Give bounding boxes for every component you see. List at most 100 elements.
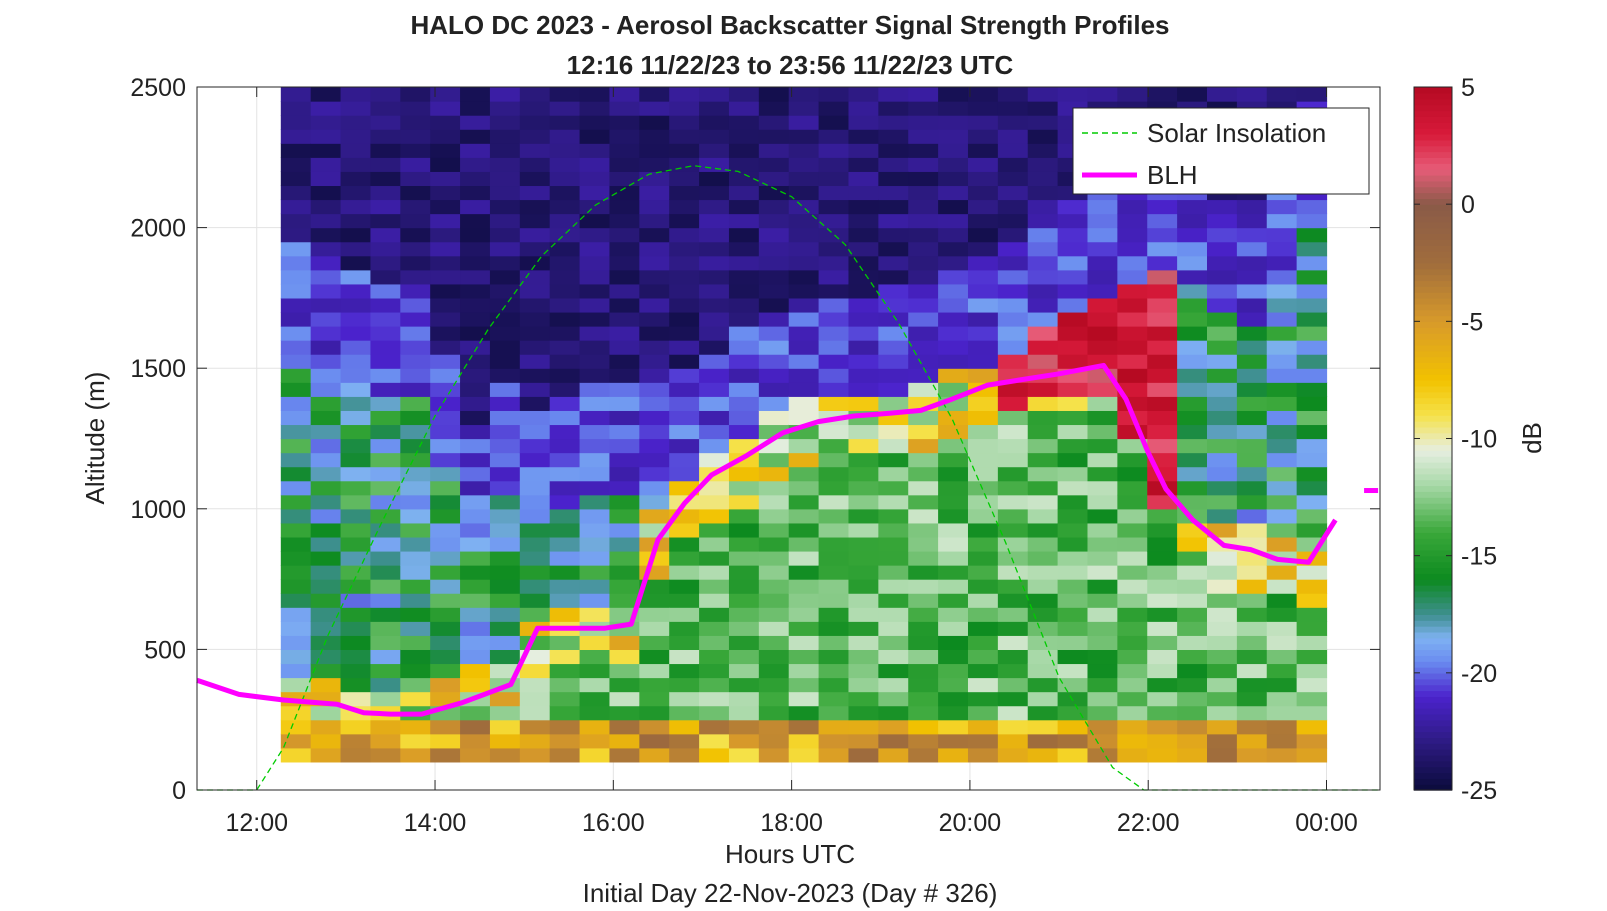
heatmap-cell bbox=[1027, 87, 1059, 102]
heatmap-cell bbox=[370, 199, 401, 215]
heatmap-cell bbox=[997, 705, 1029, 721]
colorbar-segment bbox=[1414, 438, 1452, 446]
heatmap-cell bbox=[1057, 593, 1089, 608]
heatmap-cell bbox=[728, 255, 760, 271]
heatmap-cell bbox=[938, 480, 969, 496]
heatmap-cell bbox=[1177, 297, 1208, 313]
heatmap-cell bbox=[639, 101, 670, 116]
heatmap-cell bbox=[908, 522, 939, 538]
heatmap-cell bbox=[460, 410, 491, 426]
heatmap-cell bbox=[280, 663, 312, 679]
heatmap-cell bbox=[938, 424, 969, 440]
heatmap-cell bbox=[967, 241, 999, 257]
heatmap-cell bbox=[609, 340, 640, 355]
heatmap-cell bbox=[669, 438, 700, 454]
heatmap-cell bbox=[400, 157, 431, 172]
heatmap-cell bbox=[579, 213, 611, 229]
heatmap-cell bbox=[519, 452, 551, 468]
heatmap-cell bbox=[1236, 593, 1268, 608]
heatmap-cell bbox=[699, 649, 730, 665]
colorbar-segment bbox=[1414, 344, 1452, 352]
heatmap-cell bbox=[430, 368, 461, 383]
heatmap-cell bbox=[938, 368, 969, 383]
heatmap-cell bbox=[699, 326, 730, 341]
heatmap-cell bbox=[699, 536, 730, 552]
heatmap-cell bbox=[460, 522, 491, 538]
heatmap-cell bbox=[430, 396, 461, 411]
heatmap-cell bbox=[370, 129, 401, 144]
heatmap-cell bbox=[997, 115, 1029, 130]
heatmap-cell bbox=[1027, 283, 1059, 299]
heatmap-cell bbox=[400, 368, 431, 383]
heatmap-cell bbox=[549, 593, 581, 608]
heatmap-cell bbox=[340, 593, 372, 608]
heatmap-cell bbox=[1087, 607, 1118, 622]
heatmap-cell bbox=[878, 635, 909, 650]
heatmap-cell bbox=[1147, 550, 1178, 566]
legend[interactable]: Solar Insolation BLH bbox=[1072, 107, 1370, 195]
colorbar-segment bbox=[1414, 579, 1452, 586]
heatmap-cell bbox=[1296, 480, 1328, 496]
heatmap-cell bbox=[758, 382, 790, 397]
heatmap-cell bbox=[310, 185, 342, 201]
heatmap-cell bbox=[848, 326, 879, 341]
colorbar-segment bbox=[1414, 655, 1452, 662]
heatmap-cell bbox=[788, 157, 820, 172]
heatmap-cell bbox=[549, 747, 581, 763]
heatmap-cell bbox=[1207, 466, 1238, 482]
heatmap-cell bbox=[818, 115, 850, 130]
colorbar-segment bbox=[1414, 327, 1452, 334]
heatmap-cell bbox=[967, 593, 999, 608]
heatmap-cell bbox=[1236, 747, 1268, 763]
heatmap-cell bbox=[997, 480, 1029, 496]
heatmap-cell bbox=[310, 368, 342, 383]
heatmap-cell bbox=[1266, 255, 1298, 271]
heatmap-cell bbox=[460, 508, 491, 524]
heatmap-cell bbox=[609, 635, 640, 650]
heatmap-cell bbox=[519, 157, 551, 172]
heatmap-cell bbox=[430, 522, 461, 538]
heatmap-cell bbox=[430, 311, 461, 327]
heatmap-cell bbox=[400, 719, 431, 735]
heatmap-cell bbox=[489, 368, 521, 383]
heatmap-cell bbox=[699, 157, 730, 172]
heatmap-cell bbox=[728, 522, 760, 538]
heatmap-cell bbox=[938, 297, 969, 313]
heatmap-cell bbox=[280, 326, 312, 341]
x-tick-label: 00:00 bbox=[1295, 809, 1358, 837]
colorbar-segment bbox=[1414, 590, 1452, 598]
heatmap-cell bbox=[788, 621, 820, 636]
colorbar-segment bbox=[1414, 684, 1452, 692]
heatmap-cell bbox=[370, 522, 401, 538]
heatmap-cell bbox=[788, 565, 820, 580]
heatmap-cell bbox=[519, 466, 551, 482]
heatmap-cell bbox=[758, 410, 790, 426]
heatmap-cell bbox=[280, 494, 312, 510]
heatmap-cell bbox=[1296, 508, 1328, 524]
heatmap-cell bbox=[579, 550, 611, 566]
heatmap-cell bbox=[1117, 466, 1148, 482]
heatmap-cell bbox=[370, 649, 401, 665]
heatmap-cell bbox=[340, 663, 372, 679]
heatmap-cell bbox=[1236, 213, 1268, 229]
heatmap-cell bbox=[310, 157, 342, 172]
heatmap-cell bbox=[579, 593, 611, 608]
heatmap-cell bbox=[1266, 424, 1298, 440]
heatmap-cell bbox=[1236, 354, 1268, 369]
heatmap-cell bbox=[848, 129, 879, 144]
heatmap-cell bbox=[340, 311, 372, 327]
heatmap-cell bbox=[997, 87, 1029, 102]
heatmap-cell bbox=[1177, 311, 1208, 327]
heatmap-cell bbox=[519, 354, 551, 369]
heatmap-cell bbox=[669, 368, 700, 383]
colorbar-segment bbox=[1414, 514, 1452, 522]
heatmap-cell bbox=[818, 424, 850, 440]
heatmap-cell bbox=[669, 550, 700, 566]
heatmap-cell bbox=[519, 705, 551, 721]
heatmap-cell bbox=[1207, 480, 1238, 496]
heatmap-cell bbox=[430, 649, 461, 665]
heatmap-cell bbox=[310, 438, 342, 454]
heatmap-cell bbox=[1027, 494, 1059, 510]
colorbar-segment bbox=[1414, 286, 1452, 293]
heatmap-cell bbox=[1177, 255, 1208, 271]
